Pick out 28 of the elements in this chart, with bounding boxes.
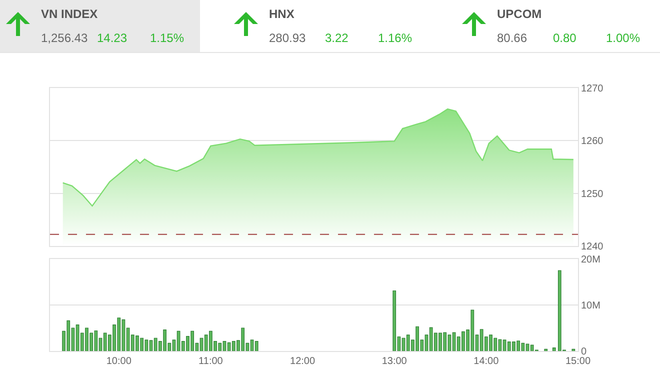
y-tick-label: 10M [581, 300, 600, 312]
y-tick-label: 1270 [581, 84, 604, 94]
data-label: 1.00% [606, 31, 640, 45]
data-label: 14.23 [97, 31, 128, 45]
data-label: 1,256.43 [41, 31, 88, 45]
bar [552, 347, 556, 351]
x-tick-label: 13:00 [382, 356, 408, 367]
data-label: 1.15% [150, 31, 184, 45]
data-label: 1.16% [378, 31, 412, 45]
data-label: 280.93 [269, 31, 306, 45]
bar [392, 290, 396, 351]
x-tick-label: 14:00 [474, 356, 500, 367]
x-tick-label: 11:00 [198, 356, 224, 367]
category-label: UPCOM [497, 7, 542, 21]
x-tick-label: 10:00 [106, 356, 132, 367]
y-tick-label: 1250 [581, 188, 604, 200]
bar [254, 341, 258, 351]
category-label: HNX [269, 7, 294, 21]
category-label: VN INDEX [41, 7, 98, 21]
y-tick-label: 1260 [581, 136, 604, 148]
y-tick-label: 20M [581, 254, 600, 266]
data-label: 3.22 [325, 31, 348, 45]
data-label: 0.80 [553, 31, 576, 45]
x-tick-label: 15:00 [565, 356, 591, 367]
data-label: 80.66 [497, 31, 528, 45]
y-tick-label: 0 [581, 346, 587, 358]
y-tick-label: 1240 [581, 242, 604, 252]
x-tick-label: 12:00 [290, 356, 316, 367]
